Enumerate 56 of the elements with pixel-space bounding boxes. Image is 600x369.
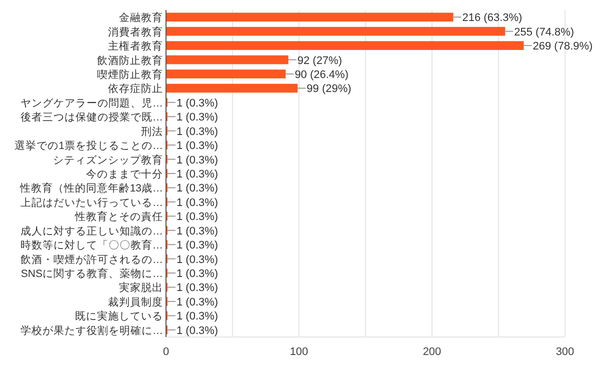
data-label: 269 (78.9%) xyxy=(532,40,593,53)
y-tick-label: 実家脱出 xyxy=(119,281,163,294)
y-tick-label: 依存症防止 xyxy=(108,82,163,96)
data-label: 1 (0.3%) xyxy=(176,211,218,224)
y-tick-label: ヤングケアラーの問題、児… xyxy=(20,97,163,110)
y-tick-label: 刑法 xyxy=(141,124,163,138)
y-tick-label: 選挙での1票を投じることの… xyxy=(14,139,163,152)
y-tick-label: 喫煙防止教育 xyxy=(97,68,163,81)
bar xyxy=(166,84,298,93)
data-label: 1 (0.3%) xyxy=(176,254,218,266)
data-label: 1 (0.3%) xyxy=(176,268,218,280)
data-label: 1 (0.3%) xyxy=(176,112,218,124)
data-label: 1 (0.3%) xyxy=(176,126,218,138)
data-label: 216 (63.3%) xyxy=(462,12,522,24)
y-tick-label: 飲酒・喫煙が許可されるの… xyxy=(20,252,163,266)
data-label: 255 (74.8%) xyxy=(514,26,574,38)
bar xyxy=(166,26,506,36)
data-label: 1 (0.3%) xyxy=(176,310,218,323)
bar xyxy=(166,55,288,64)
data-label: 99 (29%) xyxy=(306,83,352,96)
y-tick-label: 既に実施している xyxy=(75,310,163,323)
y-tick-label: 後者三つは保健の授業で既… xyxy=(20,110,163,124)
y-tick-label: シティズンシップ教育 xyxy=(53,153,163,166)
data-label: 1 (0.3%) xyxy=(176,97,218,110)
x-tick-label: 0 xyxy=(162,346,170,358)
data-label: 90 (26.4%) xyxy=(294,68,349,81)
y-tick-label: SNSに関する教育、薬物に… xyxy=(20,267,163,280)
y-tick-label: 性教育とその責任 xyxy=(74,210,163,224)
x-tick-label: 200 xyxy=(422,346,442,358)
bar xyxy=(166,12,454,22)
y-tick-label: 成人に対する正しい知識の… xyxy=(20,224,163,238)
y-tick-label: 主権者教育 xyxy=(108,40,163,53)
data-label: 92 (27%) xyxy=(297,54,342,67)
y-tick-label: 金融教育 xyxy=(119,11,163,24)
data-label: 1 (0.3%) xyxy=(176,324,218,337)
y-tick-label: 消費者教育 xyxy=(108,25,163,38)
y-tick-label: 時数等に対して「〇〇教育… xyxy=(20,238,163,252)
bar xyxy=(166,70,286,78)
y-tick-label: 学校が果たす役割を明確に… xyxy=(20,324,163,337)
x-tick-label: 300 xyxy=(556,346,574,358)
data-label: 1 (0.3%) xyxy=(176,140,218,152)
bar xyxy=(166,41,524,50)
y-tick-label: 今のままで十分 xyxy=(86,168,163,180)
data-label: 1 (0.3%) xyxy=(176,168,218,180)
data-label: 1 (0.3%) xyxy=(176,182,218,195)
y-tick-label: 性教育（性的同意年齢13歳… xyxy=(18,182,163,195)
data-label: 1 (0.3%) xyxy=(176,282,218,294)
data-label: 1 (0.3%) xyxy=(176,196,218,209)
y-tick-label: 裁判員制度 xyxy=(108,295,163,308)
y-tick-label: 飲酒防止教育 xyxy=(97,54,163,67)
y-tick-label: 上記はだいたい行っている… xyxy=(20,196,163,209)
data-label: 1 (0.3%) xyxy=(176,240,218,252)
data-label: 1 (0.3%) xyxy=(176,225,218,238)
data-label: 1 (0.3%) xyxy=(176,296,218,308)
data-label: 1 (0.3%) xyxy=(176,154,218,166)
x-tick-label: 100 xyxy=(290,346,308,358)
